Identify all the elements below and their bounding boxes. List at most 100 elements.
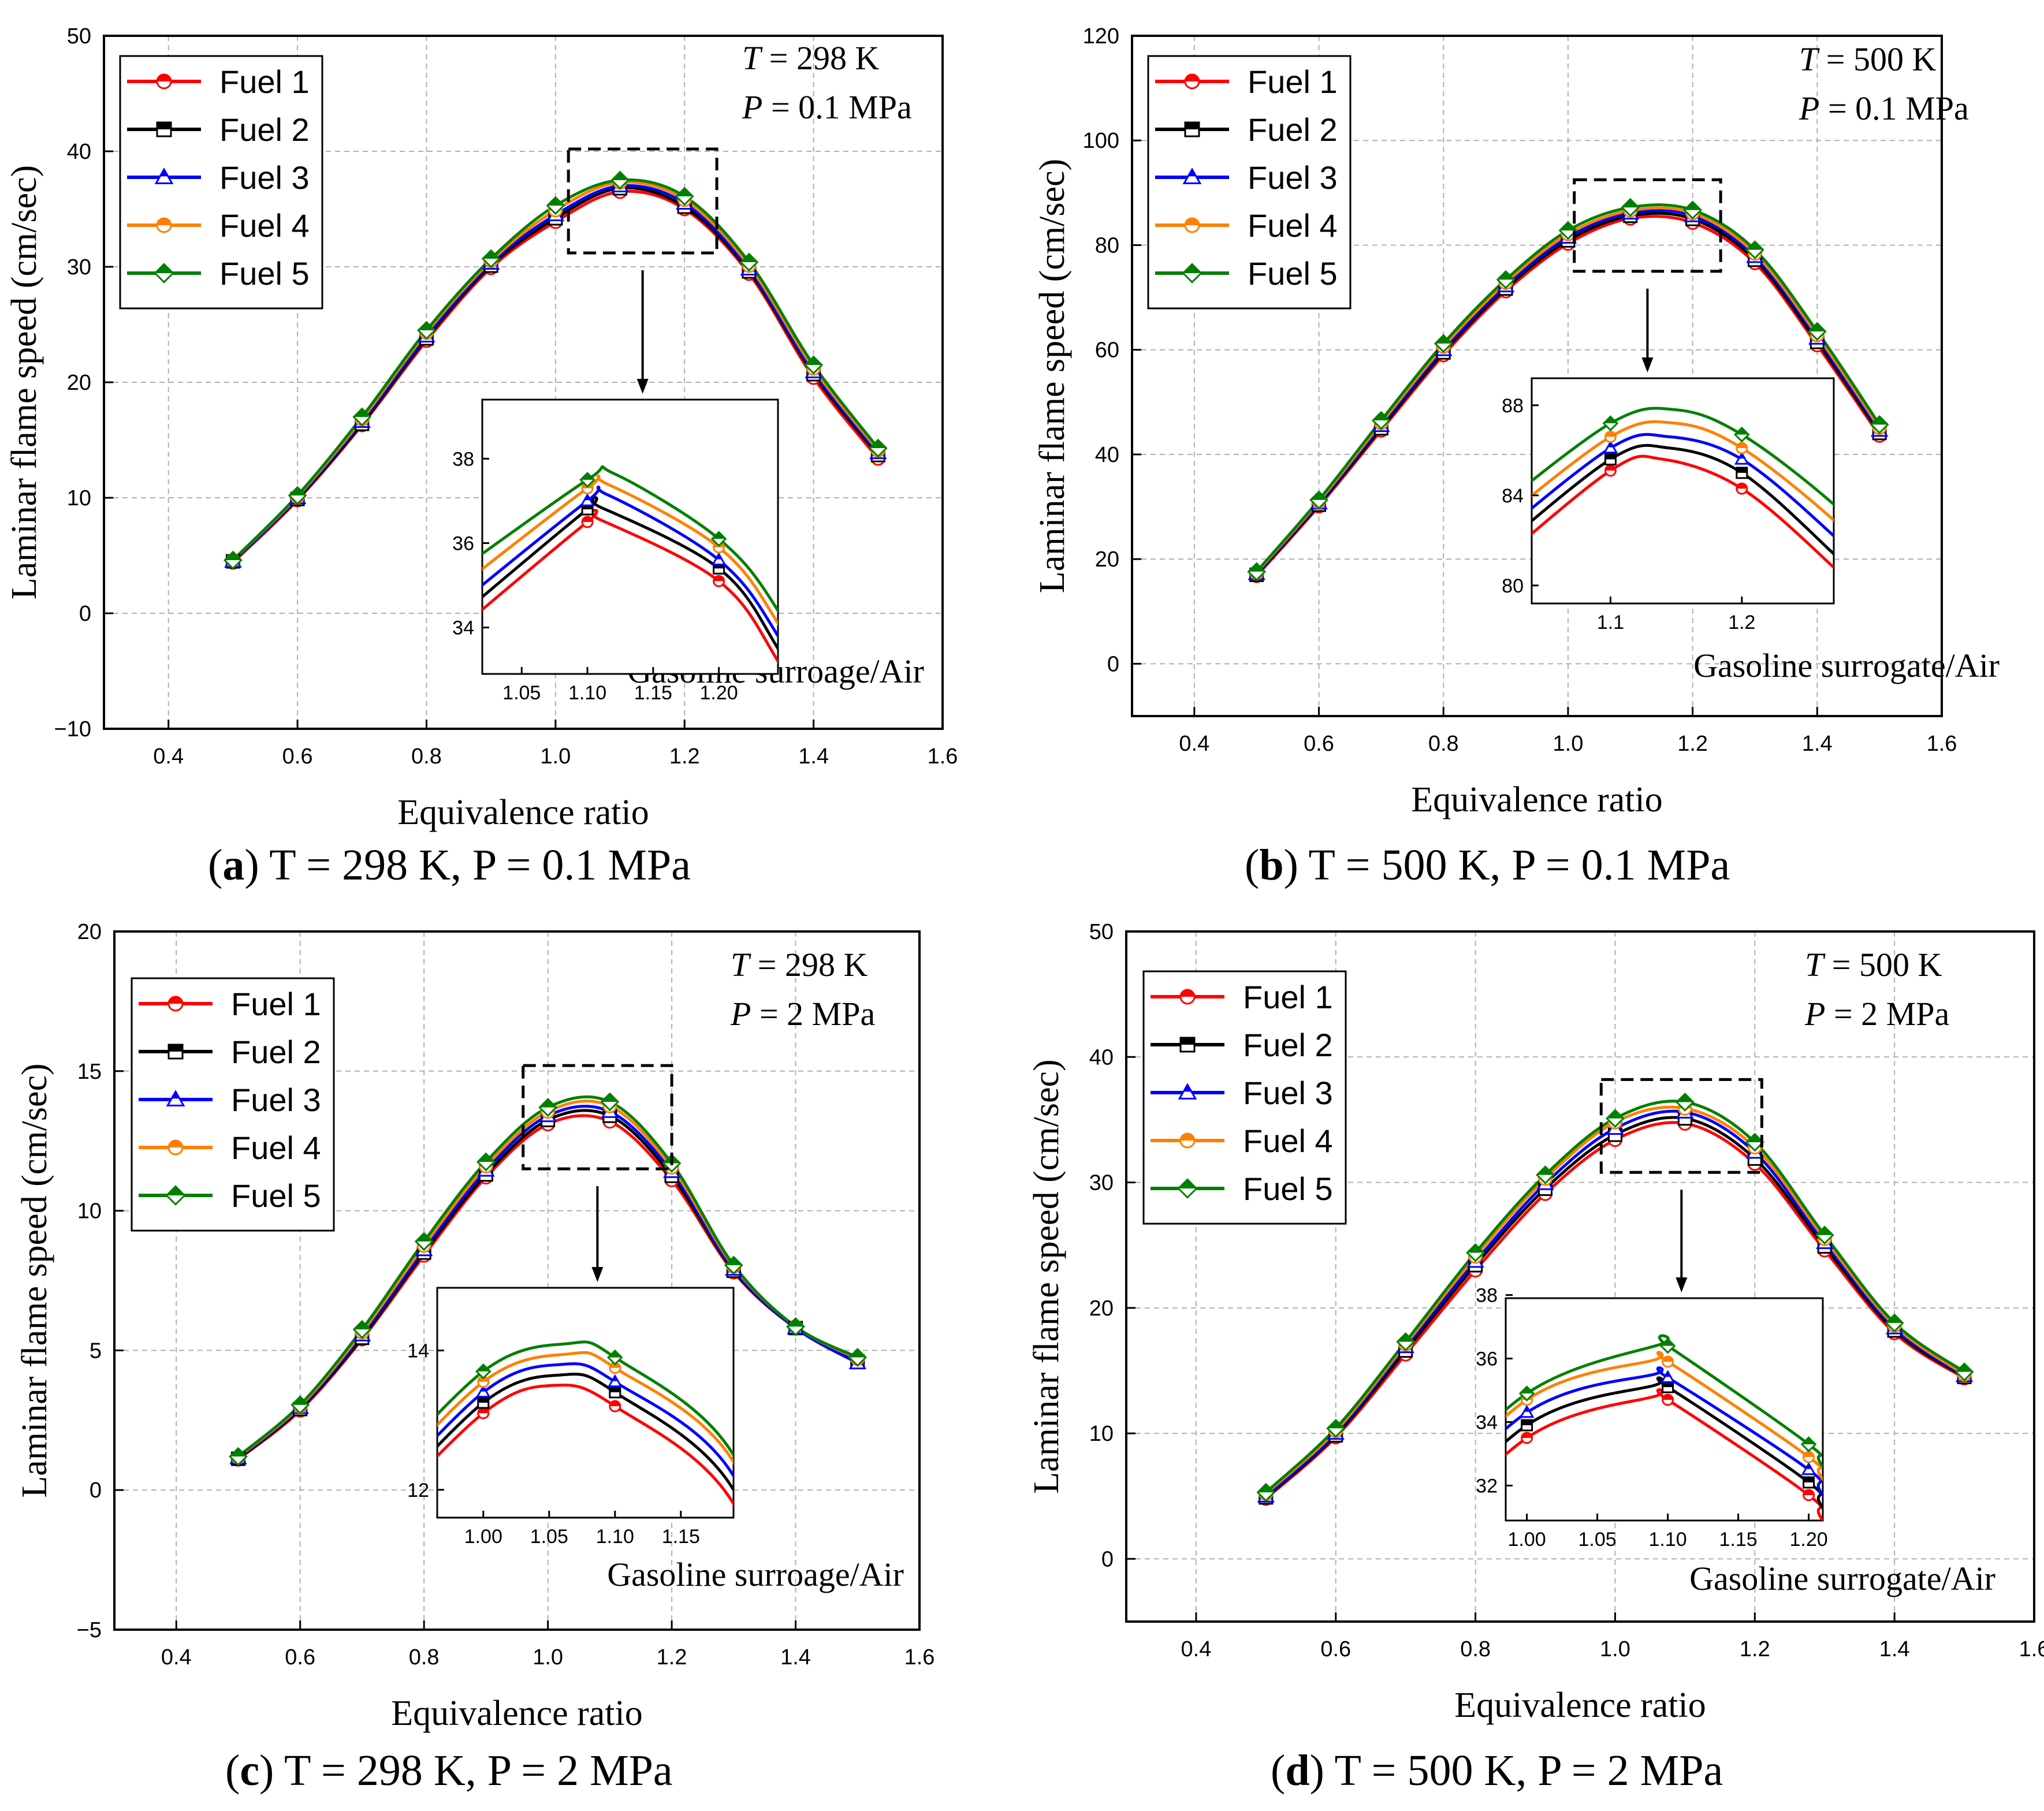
zoom-box [1599,1078,1763,1174]
legend-marker-fuel-1 [167,996,184,1012]
legend-label-fuel-5: Fuel 5 [231,1177,321,1214]
legend-label-fuel-5: Fuel 5 [219,255,310,292]
x-tick-label: 1.2 [669,744,700,769]
inset-point-fuel-5 [1518,1385,1535,1402]
inset-line-fuel-1 [482,509,778,665]
zoom-arrow-head [636,379,649,394]
inset-x-tick-label: 1.15 [662,1526,700,1548]
legend-label-fuel-3: Fuel 3 [1248,159,1338,196]
legend-label-fuel-3: Fuel 3 [231,1082,321,1118]
data-point-fuel-5 [481,249,501,269]
inset-point-fuel-4 [1803,1451,1815,1463]
x-axis-label: Equivalence ratio [391,1694,643,1733]
data-point-fuel-5 [352,407,372,427]
data-point-fuel-5 [291,1395,310,1415]
data-point-fuel-5 [1807,322,1827,341]
x-tick-label: 1.6 [904,1645,935,1670]
inset-y-tick-label: 32 [1476,1475,1498,1497]
inset-point-fuel-5 [1800,1436,1817,1452]
data-point-fuel-5 [1256,1482,1276,1502]
inset-point-fuel-4 [1662,1355,1674,1368]
x-tick-label: 0.6 [1304,732,1334,756]
inset-y-tick-label: 38 [1476,1285,1498,1307]
inset-point-fuel-5 [579,472,595,488]
inset-line-fuel-5 [482,465,778,614]
pressure-annotation: P = 0.1 MPa [1799,90,1969,127]
inset-series-group [1506,1334,1823,1521]
data-point-fuel-5 [610,170,630,190]
data-point-fuel-5 [352,1320,372,1339]
inset-point-fuel-2 [1803,1476,1815,1489]
inset-point-fuel-2 [1521,1419,1533,1432]
inset-point-fuel-3 [711,552,727,565]
x-axis-label: Equivalence ratio [1454,1686,1706,1725]
y-tick-label: 30 [67,255,91,280]
inset-point-fuel-1 [1803,1489,1815,1501]
x-tick-label: 1.2 [657,1645,687,1670]
data-point-fuel-5 [1396,1332,1416,1351]
inset-series-group [1532,407,1834,570]
data-point-fuel-5 [1434,334,1453,353]
legend-marker-fuel-4 [156,217,172,233]
x-tick-label: 0.6 [282,744,313,769]
inset-x-tick-label: 1.10 [568,682,606,704]
inset-point-fuel-3 [1734,452,1749,465]
data-point-fuel-5 [229,1447,248,1466]
legend-label-fuel-5: Fuel 5 [1248,255,1338,292]
inset-point-fuel-3 [1519,1404,1535,1418]
inset-line-fuel-1 [437,1383,734,1507]
legend-label-fuel-5: Fuel 5 [1243,1171,1333,1207]
x-tick-label: 0.8 [1460,1637,1491,1661]
caption-a: (a) T = 298 K, P = 0.1 MPa [208,841,691,889]
series-group [1256,1093,1974,1506]
inset-y-tick-label: 88 [1502,395,1524,417]
inset-line-fuel-4 [482,474,778,627]
inset-point-fuel-3 [1660,1370,1676,1383]
y-tick-label: 20 [67,371,91,395]
y-tick-label: 40 [1095,443,1119,467]
data-point-fuel-5 [1885,1313,1904,1333]
zoom-box [567,147,718,255]
inset-point-fuel-2 [477,1396,490,1409]
inset-point-fuel-5 [1602,415,1619,431]
x-axis-label: Equivalence ratio [397,793,649,832]
data-point-fuel-5 [1870,415,1889,434]
x-tick-label: 1.4 [1879,1637,1910,1661]
chart-b: 0.4 0.6 0.8 1.0 1.2 1.4 1.6 0 20 40 60 80 100 120 Equi… [1033,24,2000,819]
inset-point-fuel-1 [1736,482,1748,495]
y-axis-label: Laminar flame speed (cm/sec) [5,165,44,599]
legend-label-fuel-1: Fuel 1 [231,986,321,1022]
series-group [223,170,888,570]
inset-x-tick-label: 1.05 [502,682,541,704]
legend: Fuel 1 Fuel 2 Fuel 3 Fuel 4 Fuel 5 [1147,55,1352,310]
y-axis-label: Laminar flame speed (cm/sec) [15,1063,54,1497]
y-tick-label: 100 [1083,129,1119,153]
legend-marker-fuel-2 [156,121,172,137]
inset-x-tick-label: 1.10 [596,1526,634,1548]
y-tick-label: 0 [90,1478,102,1503]
axes: 0.4 0.6 0.8 1.0 1.2 1.4 1.6 −10 0 10 20 30 40 50 [54,24,958,769]
data-point-fuel-5 [724,1255,743,1275]
mixture-label: Gasoline surrogate/Air [1689,1560,1995,1597]
data-point-fuel-5 [600,1092,620,1112]
y-tick-label: 10 [67,486,91,510]
y-axis-label: Laminar flame speed (cm/sec) [1033,159,1072,593]
y-tick-label: 20 [1095,547,1119,572]
legend-label-fuel-1: Fuel 1 [219,64,310,100]
inset-x-tick-label: 1.10 [1649,1529,1687,1551]
inset-y-tick-label: 38 [452,448,474,470]
inset-chart: 1.05 1.10 1.15 1.20 34 36 38 [452,398,779,704]
temperature-annotation: T = 500 K [1805,946,1942,983]
data-point-fuel-5 [739,252,759,272]
inset-chart: 1.00 1.05 1.10 1.15 12 14 [407,1287,735,1548]
panel-d: 0.4 0.6 0.8 1.0 1.2 1.4 1.6 0 10 20 30 40 50 Equivale… [1022,906,2044,1811]
panel-c: 0.4 0.6 0.8 1.0 1.2 1.4 1.6 −5 0 5 10 15 20 Equivalen… [0,906,1022,1811]
inset-point-fuel-1 [477,1407,490,1419]
caption-d: (d) T = 500 K, P = 2 MPa [1271,1746,1723,1795]
data-point-fuel-5 [1466,1243,1485,1262]
legend-marker-fuel-3 [166,1090,185,1106]
axes: 0.4 0.6 0.8 1.0 1.2 1.4 1.6 0 20 40 60 80 100 120 [1083,24,1957,756]
inset-line-fuel-3 [482,485,778,639]
inset-y-tick-label: 36 [1476,1348,1498,1370]
x-tick-label: 0.4 [161,1645,192,1670]
